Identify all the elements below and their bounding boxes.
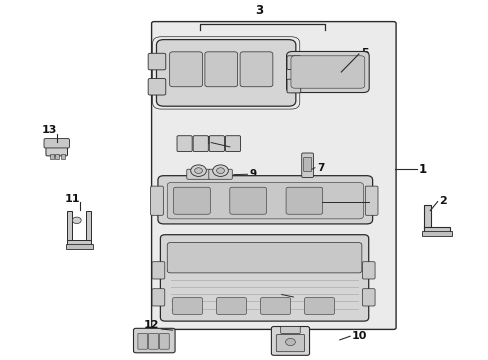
FancyBboxPatch shape — [169, 52, 202, 87]
FancyBboxPatch shape — [138, 333, 147, 349]
FancyBboxPatch shape — [280, 327, 300, 333]
FancyBboxPatch shape — [133, 328, 175, 353]
FancyBboxPatch shape — [260, 298, 290, 314]
FancyBboxPatch shape — [186, 169, 210, 179]
Text: 6: 6 — [323, 197, 330, 207]
FancyBboxPatch shape — [362, 262, 374, 279]
FancyBboxPatch shape — [172, 298, 202, 314]
Bar — [422, 231, 451, 236]
Circle shape — [216, 168, 224, 174]
FancyBboxPatch shape — [150, 186, 163, 215]
FancyBboxPatch shape — [160, 235, 368, 321]
FancyBboxPatch shape — [276, 334, 304, 352]
FancyBboxPatch shape — [167, 243, 361, 273]
Bar — [61, 154, 64, 159]
FancyBboxPatch shape — [152, 262, 164, 279]
Text: 10: 10 — [351, 330, 366, 341]
FancyBboxPatch shape — [158, 176, 372, 224]
Text: 3: 3 — [255, 4, 263, 17]
Text: 12: 12 — [143, 320, 159, 330]
Bar — [65, 244, 93, 249]
FancyBboxPatch shape — [240, 52, 272, 87]
FancyBboxPatch shape — [148, 78, 165, 95]
FancyBboxPatch shape — [151, 22, 395, 329]
FancyBboxPatch shape — [285, 187, 322, 214]
Bar — [67, 211, 72, 245]
FancyBboxPatch shape — [290, 56, 364, 88]
Bar — [67, 240, 91, 245]
FancyBboxPatch shape — [46, 142, 67, 156]
FancyBboxPatch shape — [204, 52, 237, 87]
Text: 1: 1 — [418, 163, 427, 176]
FancyBboxPatch shape — [229, 187, 266, 214]
FancyBboxPatch shape — [271, 327, 309, 355]
FancyBboxPatch shape — [148, 333, 158, 349]
Text: 5: 5 — [360, 48, 368, 58]
Circle shape — [194, 168, 202, 174]
Text: 11: 11 — [64, 194, 80, 204]
FancyBboxPatch shape — [286, 51, 368, 93]
Text: 4: 4 — [295, 292, 303, 302]
FancyBboxPatch shape — [44, 139, 69, 148]
FancyBboxPatch shape — [152, 289, 164, 306]
FancyBboxPatch shape — [177, 136, 192, 152]
FancyBboxPatch shape — [365, 186, 377, 215]
FancyBboxPatch shape — [148, 53, 165, 70]
FancyBboxPatch shape — [286, 79, 300, 93]
Bar — [424, 227, 449, 232]
Bar — [86, 211, 91, 245]
FancyBboxPatch shape — [159, 333, 169, 349]
Text: 13: 13 — [41, 125, 57, 135]
Circle shape — [72, 217, 81, 224]
Text: 7: 7 — [316, 163, 324, 173]
FancyBboxPatch shape — [216, 298, 246, 314]
FancyBboxPatch shape — [209, 136, 224, 152]
FancyBboxPatch shape — [225, 136, 240, 152]
Bar — [50, 154, 54, 159]
FancyBboxPatch shape — [208, 169, 232, 179]
FancyBboxPatch shape — [193, 136, 208, 152]
FancyBboxPatch shape — [173, 187, 210, 214]
Bar — [424, 205, 430, 232]
Circle shape — [212, 165, 228, 176]
FancyBboxPatch shape — [304, 298, 334, 314]
FancyBboxPatch shape — [167, 183, 363, 219]
FancyBboxPatch shape — [303, 157, 311, 172]
FancyBboxPatch shape — [362, 289, 374, 306]
Text: 8: 8 — [203, 136, 210, 147]
FancyBboxPatch shape — [156, 40, 295, 106]
FancyBboxPatch shape — [286, 56, 300, 69]
Bar — [55, 154, 59, 159]
FancyBboxPatch shape — [301, 153, 313, 177]
Circle shape — [190, 165, 206, 176]
Text: 9: 9 — [249, 169, 256, 179]
Text: 2: 2 — [438, 196, 446, 206]
Circle shape — [285, 338, 295, 346]
